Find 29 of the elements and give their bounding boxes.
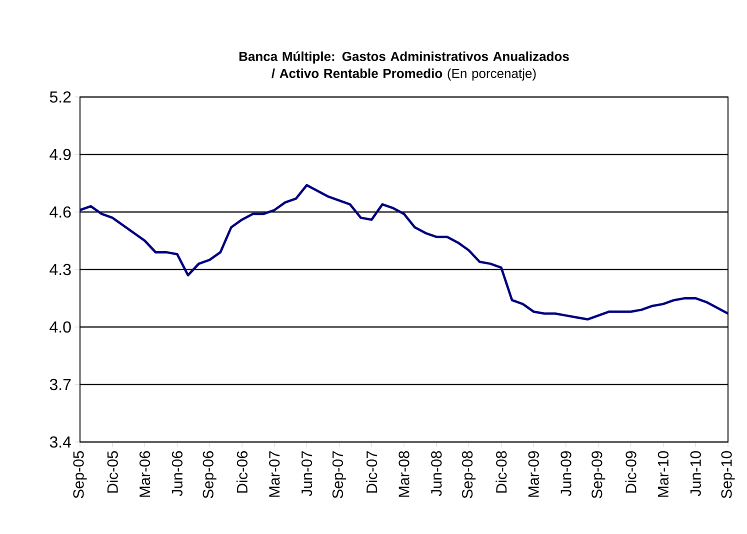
x-tick-label: Jun-09 — [560, 451, 572, 496]
x-tick-label: Mar-06 — [139, 451, 150, 497]
x-tick-label: Dic-05 — [106, 451, 118, 493]
y-tick-label: 3.4 — [50, 436, 72, 448]
y-tick-label: 4.3 — [50, 264, 71, 276]
y-tick-label: 4.9 — [50, 148, 71, 160]
chart-title: Banca Múltiple: Gastos Administrativos Anualizados / Activo Rentable Promedio (En porcenatje) — [239, 51, 569, 81]
x-tick-label: Sep-09 — [592, 451, 606, 498]
x-tick-label: Mar-09 — [528, 451, 539, 497]
x-tick-label: Jun-06 — [172, 451, 183, 496]
y-tick-label: 3.7 — [50, 378, 71, 390]
x-tick-label: Mar-10 — [658, 451, 669, 497]
y-tick-label: 4.0 — [50, 321, 71, 333]
x-tick-label: Mar-07 — [269, 451, 280, 497]
x-tick-label: Mar-08 — [398, 451, 410, 497]
x-tick-label: Dic-06 — [236, 451, 248, 493]
x-tick-label: Dic-07 — [366, 451, 378, 493]
x-tick-label: Dic-09 — [625, 451, 636, 493]
x-tick-label: Sep-07 — [332, 451, 346, 498]
y-tick-label: 5.2 — [50, 91, 71, 103]
x-tick-label: Jun-08 — [431, 451, 442, 496]
x-tick-label: Sep-10 — [721, 451, 735, 498]
x-tick-label: Sep-05 — [73, 451, 87, 498]
y-tick-label: 4.6 — [50, 206, 71, 218]
x-tick-label: Sep-08 — [462, 451, 476, 498]
x-tick-label: Jun-07 — [301, 451, 312, 496]
x-tick-label: Dic-08 — [496, 451, 507, 493]
x-tick-label: Jun-10 — [690, 451, 701, 496]
x-tick-label: Sep-06 — [202, 451, 216, 498]
